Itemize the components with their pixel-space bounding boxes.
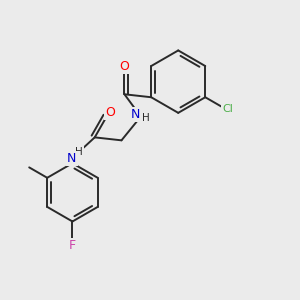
Text: H: H — [142, 113, 150, 123]
Text: N: N — [131, 108, 140, 121]
Text: H: H — [75, 147, 83, 157]
Text: N: N — [67, 152, 76, 165]
Text: O: O — [119, 60, 129, 73]
Text: F: F — [69, 239, 76, 252]
Text: Cl: Cl — [222, 104, 233, 114]
Text: O: O — [105, 106, 115, 118]
